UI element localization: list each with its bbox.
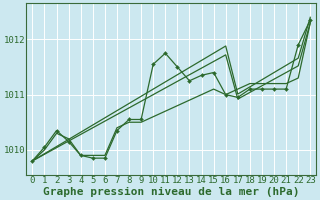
- X-axis label: Graphe pression niveau de la mer (hPa): Graphe pression niveau de la mer (hPa): [43, 186, 300, 197]
